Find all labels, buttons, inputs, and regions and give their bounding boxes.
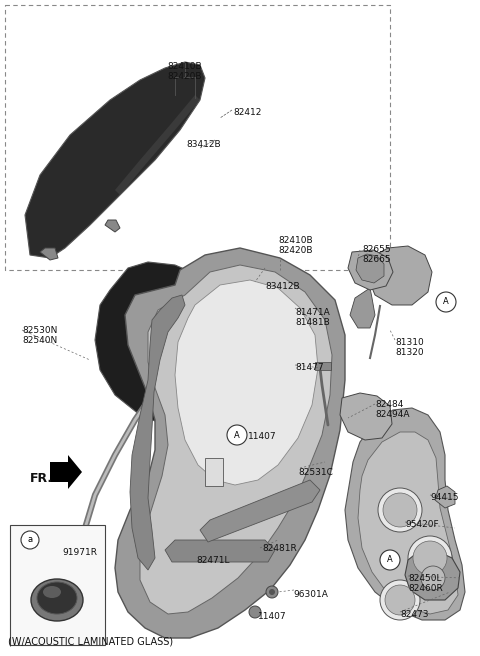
Polygon shape — [140, 265, 332, 614]
Polygon shape — [350, 288, 375, 328]
Text: (W/ACOUSTIC LAMINATED GLASS): (W/ACOUSTIC LAMINATED GLASS) — [8, 637, 173, 647]
Text: 82450L: 82450L — [408, 574, 442, 583]
Text: 82420B: 82420B — [168, 72, 202, 81]
Text: 82481R: 82481R — [262, 544, 297, 553]
Text: 82410B: 82410B — [278, 236, 312, 245]
Text: 82420B: 82420B — [278, 246, 312, 255]
Text: 81310: 81310 — [395, 338, 424, 347]
Ellipse shape — [37, 582, 77, 614]
Text: 83412B: 83412B — [186, 140, 221, 149]
Circle shape — [249, 606, 261, 618]
Polygon shape — [105, 220, 120, 232]
Polygon shape — [348, 250, 393, 290]
Bar — [10, 525, 105, 645]
Text: 82410B: 82410B — [168, 62, 202, 71]
Polygon shape — [95, 262, 245, 425]
Ellipse shape — [43, 586, 61, 598]
Bar — [315, 362, 331, 370]
Polygon shape — [50, 455, 82, 489]
Polygon shape — [130, 295, 185, 570]
Text: 82484: 82484 — [375, 400, 403, 409]
Text: 96301A: 96301A — [293, 590, 328, 599]
Circle shape — [408, 536, 452, 580]
Text: 82460R: 82460R — [408, 584, 443, 593]
Text: 82655: 82655 — [362, 245, 391, 254]
Text: 81481B: 81481B — [295, 318, 330, 327]
Text: 82412: 82412 — [233, 108, 262, 117]
Circle shape — [380, 550, 400, 570]
Text: 81320: 81320 — [395, 348, 424, 357]
Bar — [205, 458, 223, 486]
Polygon shape — [40, 248, 58, 260]
Text: 91971R: 91971R — [62, 548, 97, 557]
Circle shape — [380, 580, 420, 620]
Text: A: A — [387, 556, 393, 565]
Circle shape — [383, 493, 417, 527]
Text: 82494A: 82494A — [375, 410, 409, 419]
Polygon shape — [115, 95, 200, 195]
Text: 95420F: 95420F — [405, 520, 439, 529]
Text: A: A — [234, 430, 240, 440]
Circle shape — [233, 427, 243, 437]
Polygon shape — [358, 432, 458, 614]
Polygon shape — [200, 278, 235, 320]
Circle shape — [21, 531, 39, 549]
Text: 81477: 81477 — [295, 363, 324, 372]
Bar — [5, 5, 390, 270]
Circle shape — [378, 488, 422, 532]
Text: 82530N: 82530N — [22, 326, 58, 335]
Text: 11407: 11407 — [258, 612, 287, 621]
Polygon shape — [435, 486, 455, 508]
Ellipse shape — [31, 579, 83, 621]
Polygon shape — [405, 550, 460, 600]
Text: A: A — [443, 298, 449, 306]
Text: a: a — [27, 535, 33, 544]
Text: 82531C: 82531C — [298, 468, 333, 477]
Polygon shape — [175, 280, 318, 485]
Text: 82540N: 82540N — [22, 336, 57, 345]
Text: 94415: 94415 — [430, 493, 458, 502]
Text: 81471A: 81471A — [295, 308, 330, 317]
Polygon shape — [368, 246, 432, 305]
Polygon shape — [356, 254, 384, 283]
Circle shape — [269, 589, 275, 595]
Circle shape — [385, 585, 415, 615]
Circle shape — [227, 425, 247, 445]
Polygon shape — [340, 393, 392, 440]
Text: 82471L: 82471L — [196, 556, 229, 565]
Circle shape — [436, 292, 456, 312]
Polygon shape — [200, 480, 320, 542]
Polygon shape — [165, 540, 275, 562]
Text: 82473: 82473 — [400, 610, 429, 619]
Text: 82665: 82665 — [362, 255, 391, 264]
Polygon shape — [25, 62, 205, 258]
Circle shape — [266, 586, 278, 598]
Text: 83412B: 83412B — [265, 282, 300, 291]
Text: 11407: 11407 — [248, 432, 276, 441]
Text: FR.: FR. — [30, 472, 53, 485]
Circle shape — [421, 566, 445, 590]
Circle shape — [413, 541, 447, 575]
Polygon shape — [345, 408, 465, 620]
Polygon shape — [115, 248, 345, 638]
